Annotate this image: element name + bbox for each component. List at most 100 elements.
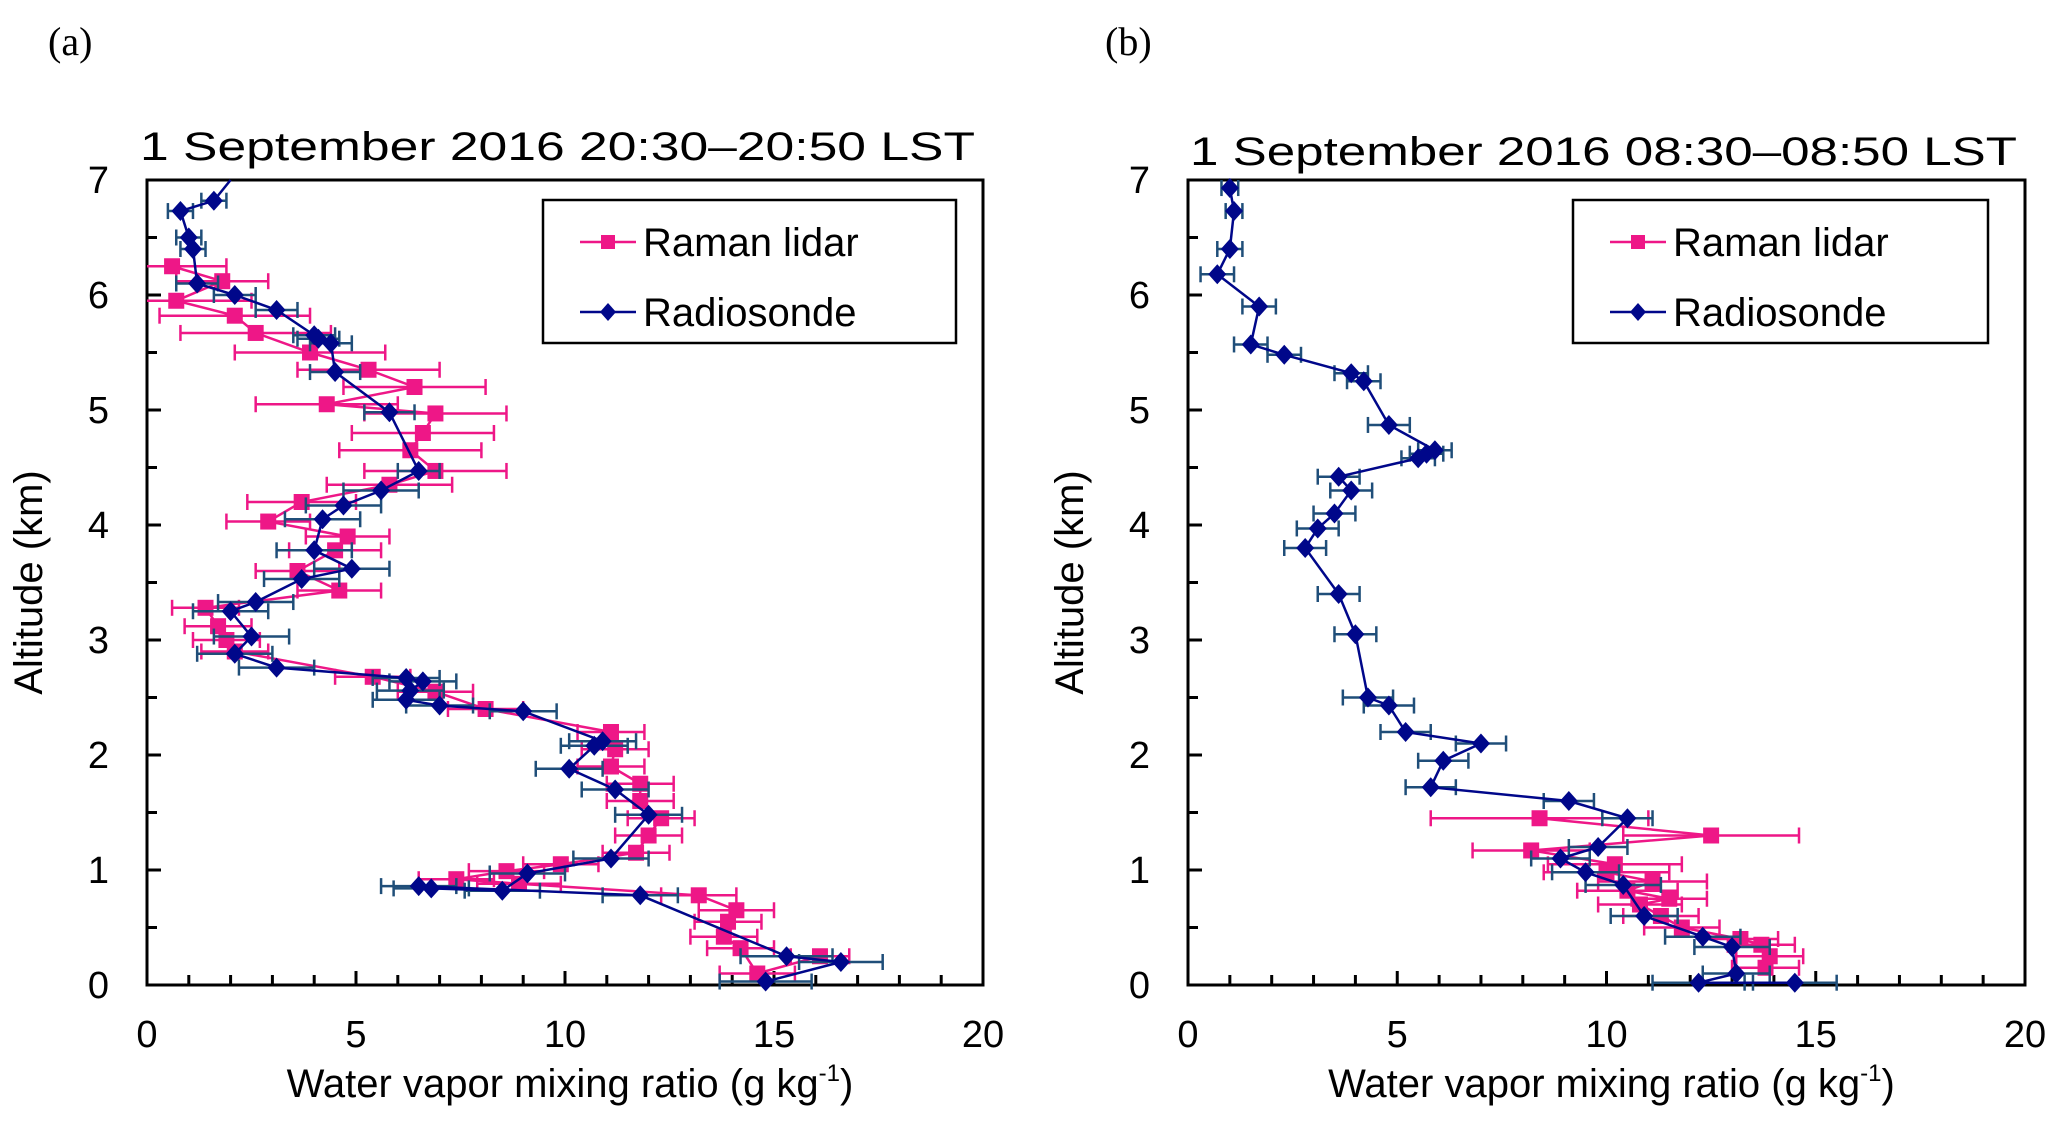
x-axis-title-superscript: -1 [1860,1060,1881,1087]
data-point-square [1703,827,1720,844]
data-point-diamond [1614,874,1633,895]
x-axis-title-text: Water vapor mixing ratio (g kg [287,1062,819,1106]
data-point-diamond [1434,750,1453,771]
data-point-diamond [1329,466,1348,487]
data-point-diamond [221,601,240,622]
legend: Raman lidar Radiosonde [1571,198,1990,345]
data-point-diamond [292,569,311,590]
data-point-diamond [777,946,796,967]
data-point-diamond [601,848,620,869]
data-point-square [414,425,431,441]
data-point-diamond [246,592,265,613]
data-point-diamond [593,731,612,752]
legend-box [1571,198,1990,345]
data-point-diamond [560,758,579,779]
x-tick-label: 5 [1387,1014,1408,1056]
data-point-diamond [380,402,399,423]
x-axis-title-text: Water vapor mixing ratio (g kg [1328,1062,1860,1106]
data-point-diamond [1421,777,1440,798]
data-point-diamond [1396,722,1415,742]
y-tick-label: 1 [1129,850,1150,892]
y-tick-label: 1 [88,850,109,892]
data-point-square [331,582,348,599]
data-point-diamond [1354,371,1373,392]
legend-label: Radiosonde [643,291,857,335]
data-point-diamond [267,657,286,678]
data-point-diamond [1225,201,1244,222]
data-point-square [226,307,243,324]
legend-marker-diamond [600,303,616,321]
data-point-diamond [1689,972,1708,993]
data-point-square [164,258,181,275]
data-point-diamond [1559,791,1578,811]
y-tick-label: 3 [1129,620,1150,662]
data-point-square [247,324,264,341]
x-axis-title-close: ) [1882,1062,1895,1106]
legend-label: Raman lidar [643,221,859,265]
data-point-diamond [1576,862,1595,883]
x-tick-label: 10 [1585,1014,1627,1056]
series-line [171,265,821,975]
x-tick-label: 15 [1795,1014,1837,1056]
y-tick-label: 5 [88,390,109,432]
y-tick-label: 6 [1129,275,1150,317]
data-point-diamond [639,804,658,825]
data-point-diamond [1471,733,1490,754]
x-tick-label: 0 [136,1014,157,1056]
series-radiosonde [1199,178,1838,993]
x-axis-title: Water vapor mixing ratio (g kg-1) [287,1060,854,1106]
data-point-square [214,273,231,290]
data-point-square [732,940,749,957]
data-point-diamond [409,876,428,897]
data-point-diamond [1379,695,1398,716]
data-point-square [427,405,444,422]
data-point-diamond [1618,808,1637,829]
data-point-square [1753,936,1770,953]
data-point-diamond [171,201,190,222]
data-point-diamond [409,460,428,481]
data-point-square [1531,810,1548,827]
x-tick-label: 5 [345,1014,366,1056]
y-axis-title: Altitude (km) [7,470,51,695]
legend-marker-square [601,235,615,249]
data-point-square [632,793,649,809]
legend-label: Raman lidar [1673,221,1889,265]
x-axis-title-close: ) [840,1062,853,1106]
data-point-diamond [1723,937,1742,958]
x-tick-label: 0 [1177,1014,1198,1056]
data-point-diamond [1208,264,1227,285]
data-point-square [302,344,319,361]
data-point-square [197,599,214,616]
y-tick-label: 4 [88,505,109,547]
y-tick-label: 6 [88,275,109,317]
data-point-diamond [493,880,512,901]
y-tick-label: 5 [1129,390,1150,432]
data-point-square [628,844,645,861]
data-point-diamond [606,779,625,800]
data-point-diamond [1342,363,1361,384]
data-point-diamond [1693,926,1712,947]
data-point-square [640,827,657,844]
data-point-square [511,875,528,892]
data-point-square [168,292,185,309]
x-axis-title-superscript: -1 [819,1060,840,1087]
data-point-square [602,724,619,740]
chart-panel-a: (a) 1 September 2016 20:30–20:50 LST 0 1 2 3 4… [7,19,1004,1106]
data-point-square [552,856,569,873]
data-point-diamond [756,971,775,992]
y-tick-label: 2 [1129,735,1150,777]
data-point-square [632,775,649,792]
data-point-square [1606,856,1623,873]
data-point-diamond [313,509,332,530]
data-point-diamond [1727,963,1746,984]
data-point-diamond [1296,538,1315,558]
data-point-diamond [225,643,244,664]
data-point-diamond [305,325,324,346]
data-point-diamond [422,878,441,899]
panel-label: (a) [48,19,92,64]
x-tick-label: 20 [2004,1014,2046,1056]
legend-label: Radiosonde [1673,291,1887,335]
data-point-diamond [1308,518,1327,539]
series-raman-lidar [147,258,851,982]
